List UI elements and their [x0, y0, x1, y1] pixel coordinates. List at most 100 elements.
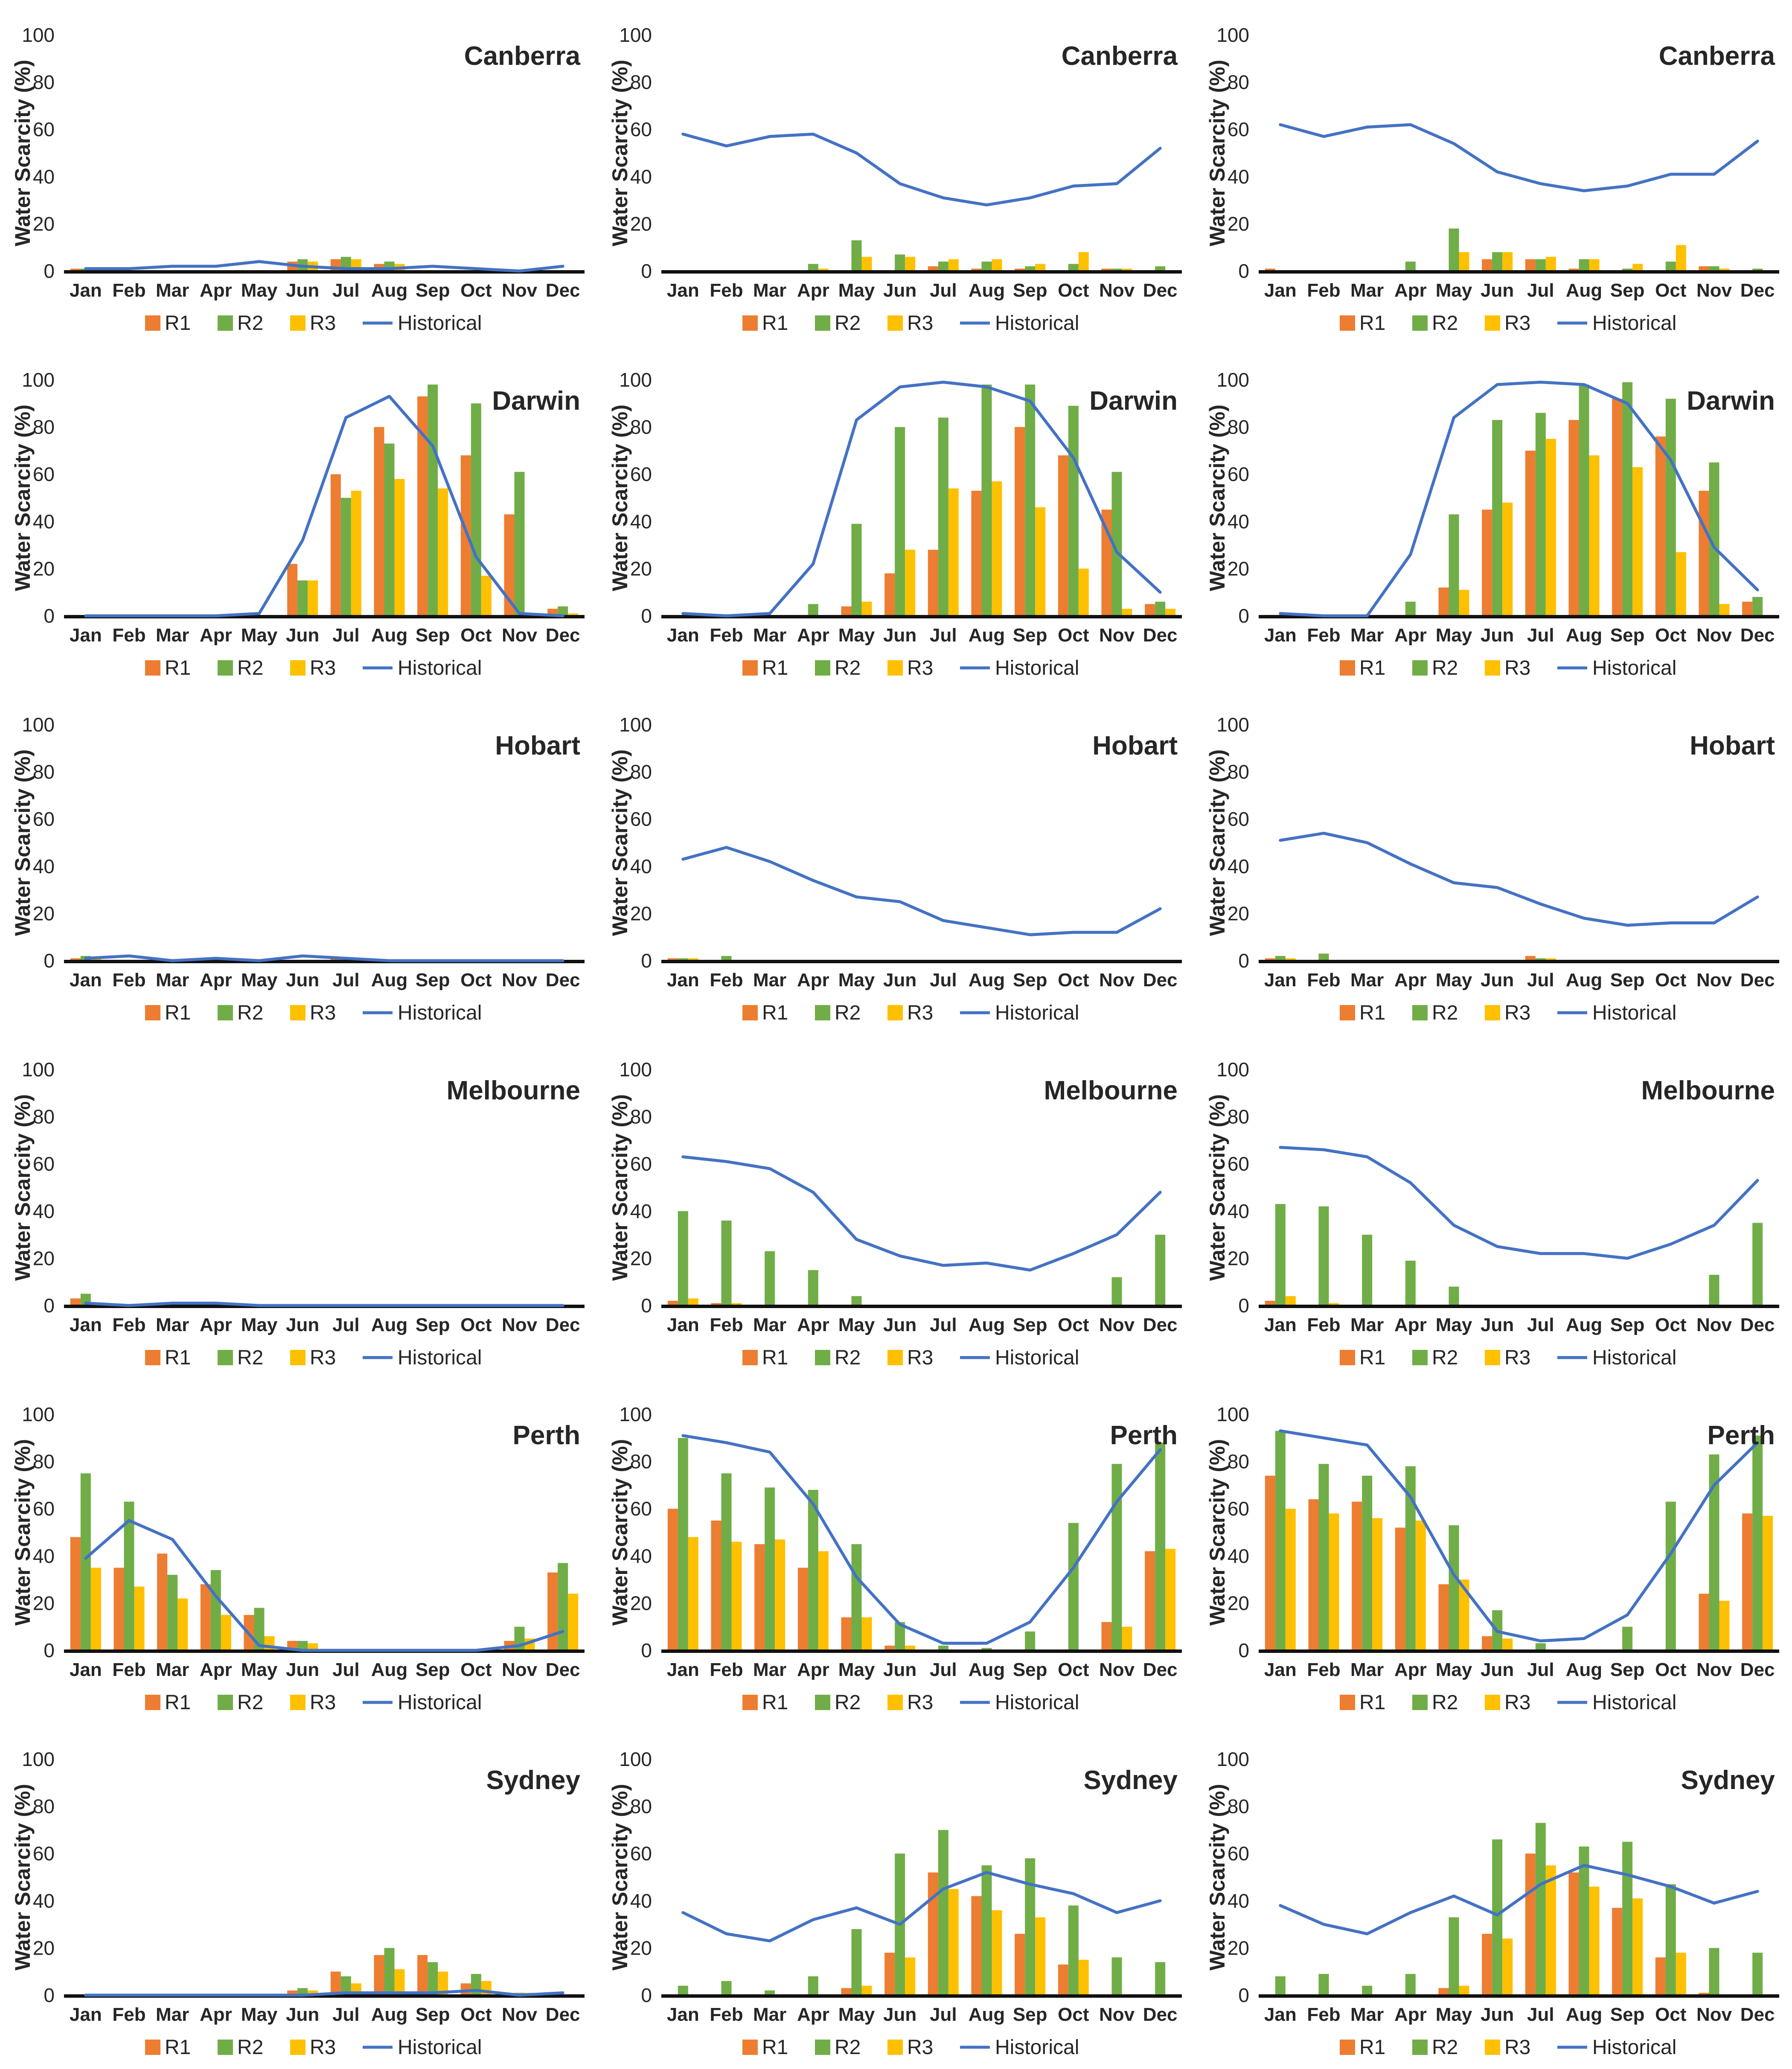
- y-axis-label: Water Scarcity (%): [608, 1094, 632, 1281]
- chart-title: Hobart: [495, 731, 580, 761]
- bar-r1: [1482, 510, 1492, 616]
- legend-label-r1: R1: [1359, 1346, 1385, 1369]
- bar-r3: [1459, 1985, 1469, 1995]
- bar-r3: [568, 613, 579, 616]
- legend-label-r2: R2: [835, 312, 861, 335]
- y-tick-label: 80: [33, 1106, 55, 1128]
- y-axis-label: Water Scarcity (%): [608, 405, 632, 591]
- bar-r2: [558, 1563, 568, 1650]
- y-tick-label: 0: [1238, 1984, 1249, 2006]
- legend-label-historical: Historical: [995, 2036, 1079, 2059]
- legend-label-r3: R3: [907, 312, 933, 335]
- x-tick-label: Jul: [1527, 280, 1554, 301]
- y-tick-label: 0: [1238, 605, 1249, 627]
- bar-r1: [460, 1983, 471, 1995]
- y-tick-label: 20: [630, 1937, 652, 1959]
- x-tick-label: Dec: [1740, 2004, 1775, 2025]
- bar-r1: [330, 958, 341, 961]
- bar-r3: [1589, 1886, 1600, 1995]
- chart-title: Hobart: [1690, 731, 1775, 761]
- bar-r1: [1015, 1934, 1025, 1995]
- x-tick-label: Dec: [1143, 1659, 1178, 1680]
- x-tick-label: Jul: [1527, 625, 1554, 646]
- bar-r1: [1101, 268, 1112, 271]
- bar-r2: [981, 385, 992, 616]
- x-tick-label: Apr: [200, 625, 232, 646]
- x-tick-label: Oct: [1655, 970, 1687, 991]
- legend-label-r2: R2: [835, 2036, 861, 2059]
- chart-sydney-2: 0 20 40 60 80 100 Water Scarcity (%) Jan Feb Mar A…: [608, 1748, 1182, 2059]
- x-tick-label: Jun: [883, 970, 916, 991]
- bar-r1: [841, 606, 852, 616]
- bar-r1: [1568, 420, 1579, 616]
- bar-r1: [1438, 587, 1449, 616]
- y-tick-label: 0: [44, 1984, 55, 2006]
- chart-canberra-2: 0 20 40 60 80 100 Water Scarcity (%) Jan Feb Mar A…: [608, 24, 1182, 335]
- y-tick-label: 60: [630, 1153, 652, 1175]
- x-tick-label: Jul: [1527, 1659, 1554, 1680]
- bar-r2: [1405, 1260, 1416, 1306]
- x-tick-label: Jun: [883, 1659, 916, 1680]
- legend-label-r1: R1: [1359, 1691, 1385, 1714]
- legend-swatch-r1: [1340, 1695, 1355, 1710]
- x-tick-label: Nov: [502, 280, 538, 301]
- x-tick-label: Oct: [1655, 1314, 1687, 1335]
- legend-label-historical: Historical: [398, 1002, 482, 1024]
- x-tick-label: Apr: [797, 2004, 829, 2025]
- chart-melbourne-1: 0 20 40 60 80 100 Water Scarcity (%) Jan Feb Mar A…: [11, 1058, 585, 1369]
- legend-label-r3: R3: [310, 657, 336, 679]
- x-tick-label: Mar: [156, 970, 189, 991]
- legend-label-r2: R2: [237, 1002, 263, 1024]
- x-tick-label: Jan: [1264, 280, 1297, 301]
- x-tick-label: Jun: [286, 970, 319, 991]
- bar-r2: [1025, 385, 1036, 616]
- x-tick-label: Feb: [112, 970, 145, 991]
- x-tick-label: Nov: [1696, 2004, 1732, 2025]
- bar-r2: [1275, 1204, 1286, 1306]
- bar-r2: [1449, 1286, 1459, 1306]
- x-tick-label: Dec: [546, 970, 580, 991]
- x-tick-label: Dec: [1740, 1659, 1775, 1680]
- bar-r1: [1101, 1622, 1112, 1650]
- chart-title: Sydney: [1681, 1766, 1775, 1795]
- bar-r2: [678, 958, 688, 961]
- legend: R1 R2 R3 Historical: [1340, 1346, 1676, 1369]
- bar-r2: [678, 1211, 688, 1306]
- legend-swatch-r1: [145, 1350, 160, 1365]
- legend-swatch-r1: [145, 1695, 160, 1710]
- bar-r2: [1492, 252, 1503, 271]
- legend-label-r1: R1: [762, 1002, 788, 1024]
- legend: R1 R2 R3 Historical: [1340, 1002, 1676, 1024]
- x-tick-label: Jan: [70, 2004, 102, 2025]
- x-tick-label: Dec: [1740, 625, 1775, 646]
- x-tick-label: Feb: [1307, 2004, 1340, 2025]
- legend-label-r3: R3: [1504, 1346, 1530, 1369]
- bar-r1: [1568, 1872, 1579, 1995]
- x-tick-label: Dec: [546, 2004, 580, 2025]
- x-tick-label: Oct: [1058, 1314, 1089, 1335]
- x-tick-label: Dec: [1143, 280, 1178, 301]
- bar-r3: [775, 1539, 785, 1650]
- bar-r1: [1482, 1934, 1492, 1995]
- bar-r1: [667, 1509, 678, 1650]
- bar-r3: [1285, 1296, 1296, 1306]
- legend-swatch-r3: [887, 315, 903, 331]
- legend-label-r3: R3: [310, 1002, 336, 1024]
- legend-label-r2: R2: [237, 1691, 263, 1714]
- x-tick-label: Feb: [1307, 970, 1340, 991]
- bar-r2: [1068, 1523, 1079, 1650]
- series-line-historical: [681, 1155, 1162, 1272]
- legend: R1 R2 R3 Historical: [145, 657, 482, 679]
- bar-r1: [1482, 259, 1492, 271]
- y-tick-label: 80: [33, 761, 55, 783]
- bar-r2: [851, 1929, 862, 1995]
- legend: R1 R2 R3 Historical: [1340, 1691, 1676, 1714]
- y-tick-label: 40: [630, 166, 652, 188]
- x-tick-label: Apr: [200, 1659, 232, 1680]
- x-tick-label: Apr: [1394, 970, 1427, 991]
- bar-r2: [471, 403, 481, 616]
- legend-label-r1: R1: [165, 657, 191, 679]
- x-tick-label: Jun: [286, 625, 319, 646]
- x-tick-label: Nov: [502, 2004, 538, 2025]
- bar-r2: [1155, 1235, 1166, 1306]
